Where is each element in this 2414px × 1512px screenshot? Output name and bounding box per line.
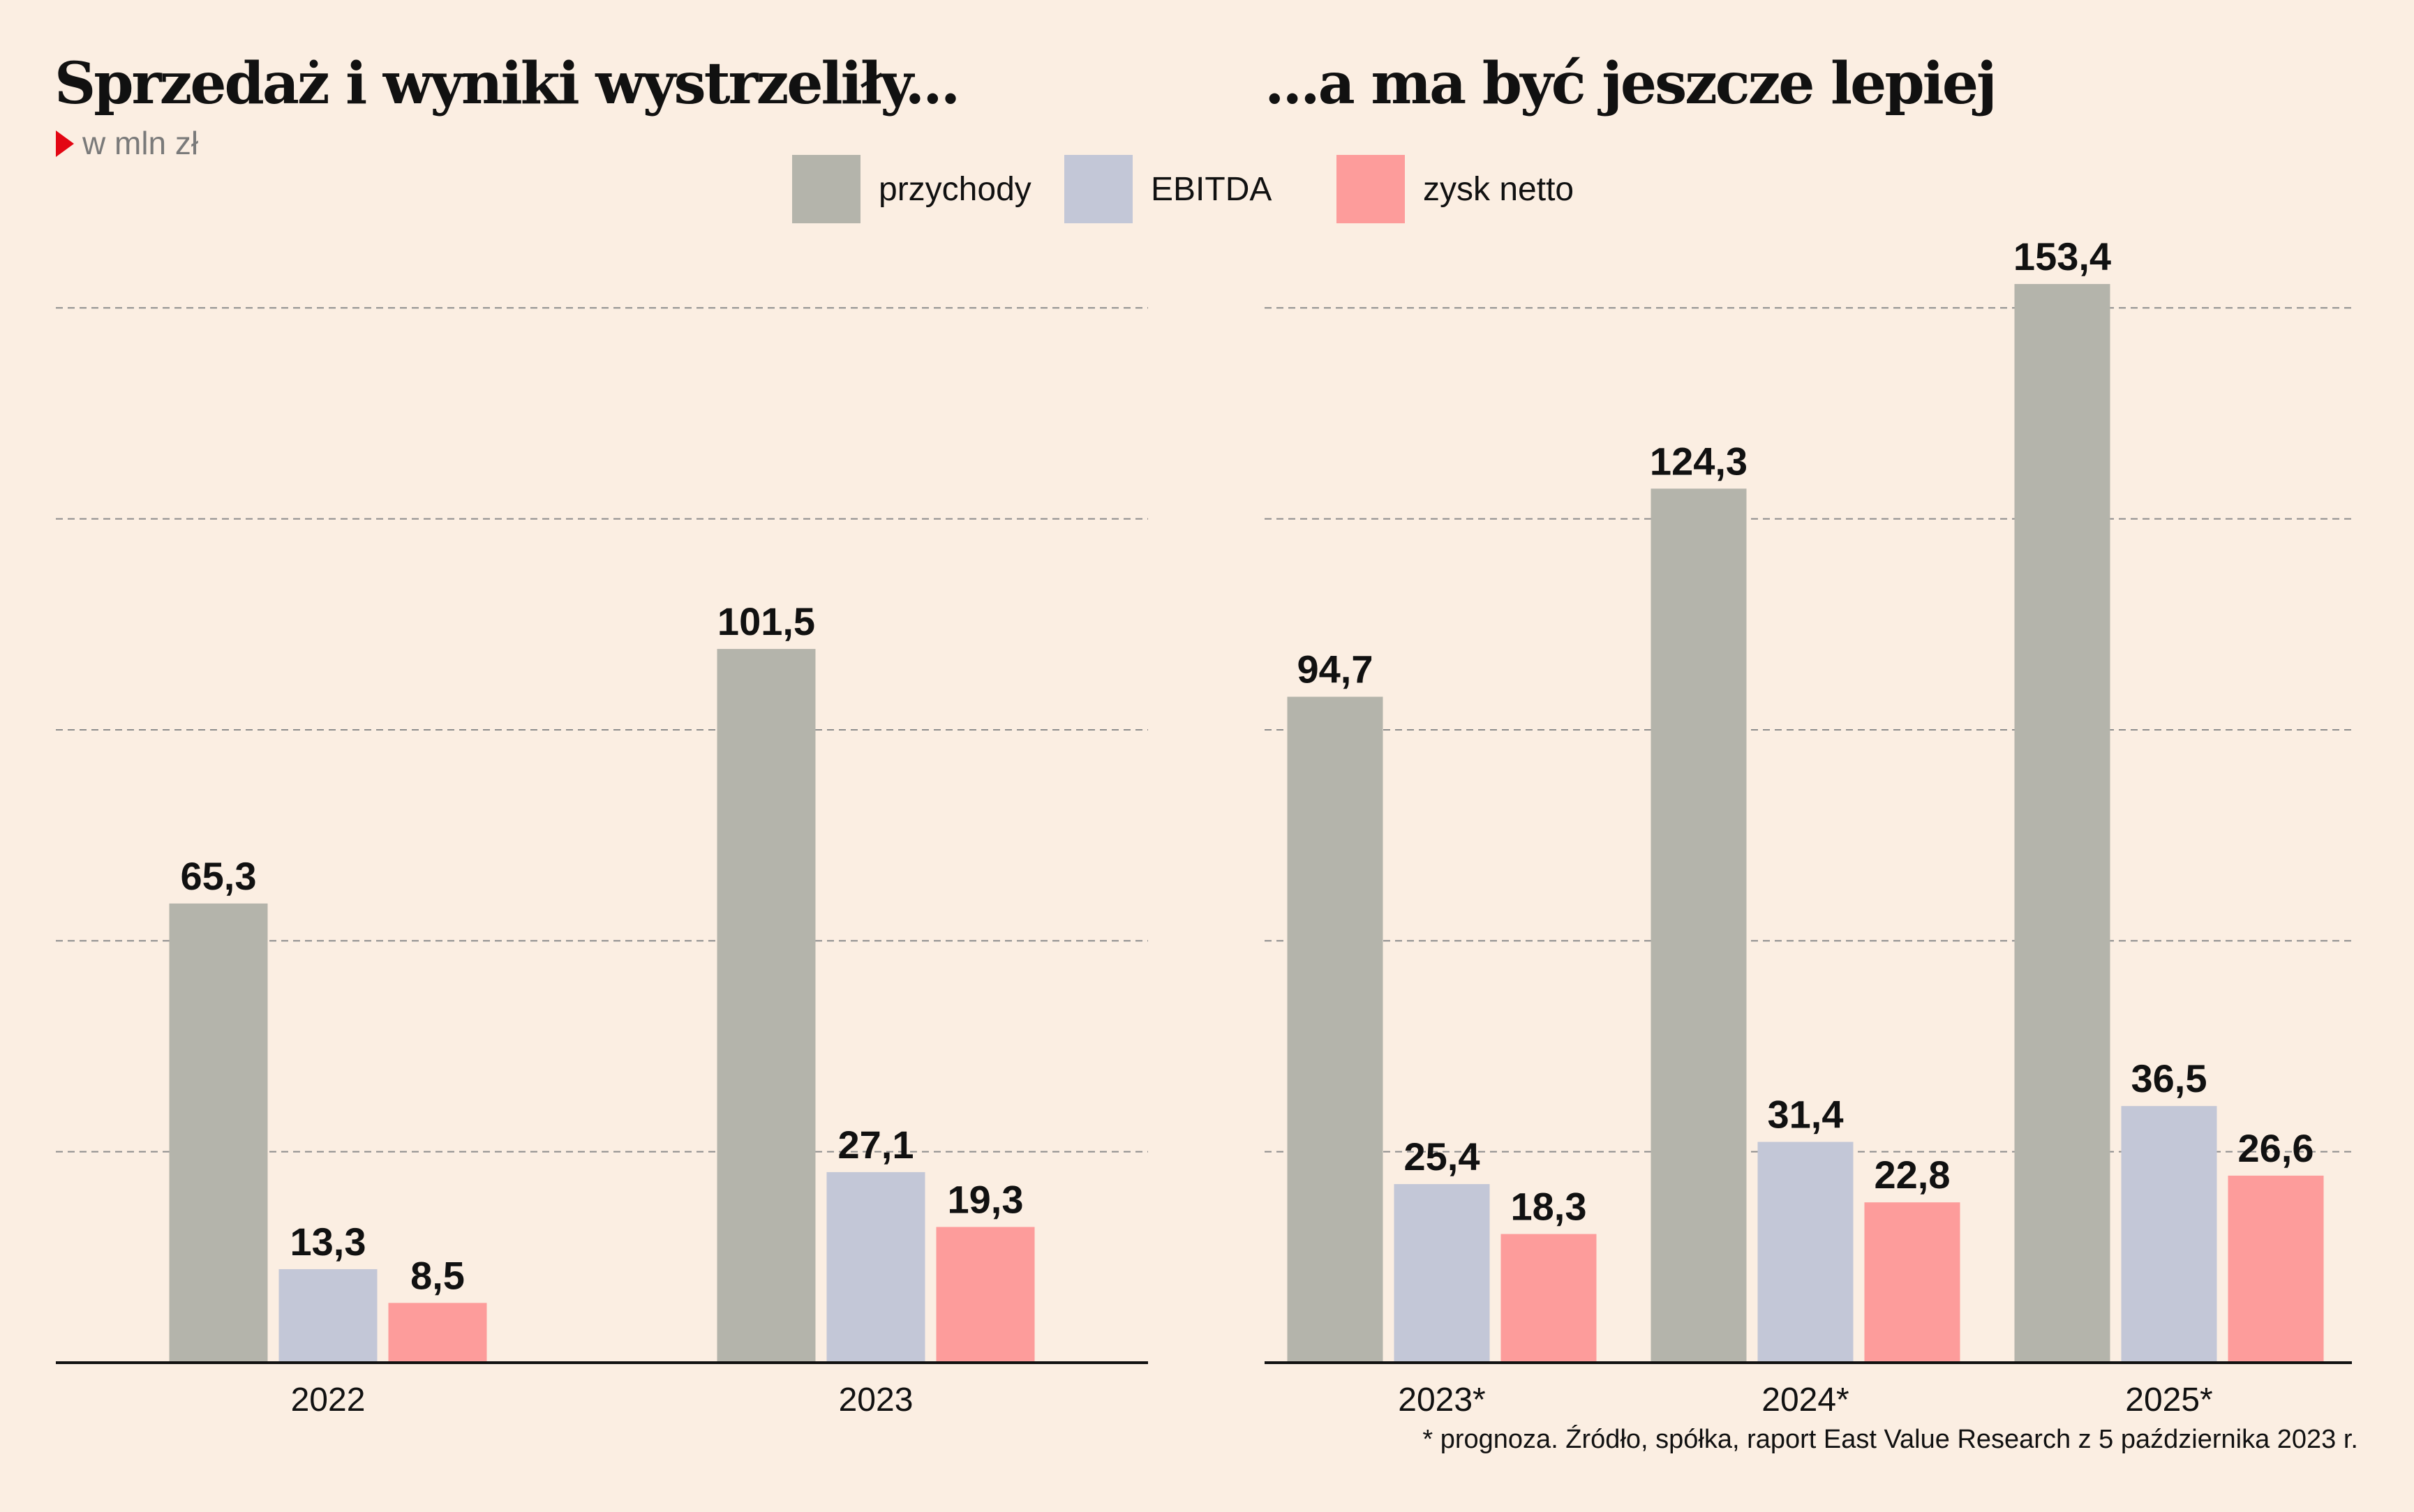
- legend-label-ebitda: EBITDA: [1151, 171, 1272, 208]
- unit-text: w mln zł: [82, 125, 199, 161]
- triangle-marker-icon: [56, 130, 74, 157]
- chart-title-right: ...a ma być jeszcze lepiej: [1265, 50, 1997, 117]
- bar-zysk-netto-2025*: [2228, 1175, 2324, 1363]
- legend-swatch-przychody: [792, 155, 860, 223]
- bar-EBITDA-2023*: [1394, 1184, 1490, 1363]
- data-label: 153,4: [2013, 234, 2111, 278]
- bar-przychody-2023*: [1287, 696, 1383, 1363]
- x-tick-label: 2023: [839, 1382, 914, 1419]
- bar-EBITDA-2024*: [1757, 1142, 1854, 1363]
- bar-zysk-netto-2023: [936, 1227, 1035, 1363]
- bar-zysk-netto-2023*: [1500, 1234, 1597, 1363]
- bar-przychody-2024*: [1651, 488, 1747, 1363]
- x-tick-label: 2024*: [1761, 1382, 1849, 1419]
- data-label: 18,3: [1511, 1185, 1587, 1229]
- legend-label-zysk-netto: zysk netto: [1423, 171, 1574, 208]
- footnote: * prognoza. Źródło, spółka, raport East …: [1422, 1425, 2358, 1454]
- bar-EBITDA-2022: [278, 1268, 378, 1363]
- data-label: 26,6: [2238, 1126, 2314, 1170]
- bar-przychody-2023: [717, 649, 816, 1363]
- legend-label-przychody: przychody: [879, 171, 1031, 208]
- data-label: 65,3: [181, 854, 257, 898]
- legend-swatch-zysk-netto: [1336, 155, 1405, 223]
- x-tick-label: 2025*: [2125, 1382, 2212, 1419]
- data-label: 101,5: [717, 599, 815, 643]
- unit-label: w mln zł: [56, 124, 198, 162]
- data-label: 36,5: [2131, 1056, 2207, 1100]
- data-label: 19,3: [948, 1177, 1024, 1221]
- data-label: 94,7: [1297, 648, 1373, 691]
- data-label: 27,1: [838, 1123, 914, 1167]
- bar-EBITDA-2023: [826, 1172, 925, 1363]
- bar-zysk-netto-2022: [388, 1303, 487, 1363]
- data-label: 13,3: [290, 1220, 366, 1264]
- x-tick-label: 2023*: [1398, 1382, 1485, 1419]
- legend-swatch-ebitda: [1064, 155, 1133, 223]
- bar-zysk-netto-2024*: [1864, 1202, 1960, 1363]
- bar-przychody-2025*: [2014, 284, 2110, 1363]
- data-label: 25,4: [1404, 1135, 1480, 1178]
- x-tick-label: 2022: [291, 1382, 366, 1419]
- bar-EBITDA-2025*: [2121, 1106, 2217, 1363]
- data-label: 124,3: [1650, 439, 1748, 483]
- data-label: 31,4: [1768, 1093, 1844, 1137]
- data-label: 22,8: [1875, 1153, 1951, 1197]
- chart-title-left: Sprzedaż i wyniki wystrzeliły...: [54, 50, 960, 117]
- bar-przychody-2022: [169, 903, 268, 1363]
- data-label: 8,5: [410, 1253, 465, 1297]
